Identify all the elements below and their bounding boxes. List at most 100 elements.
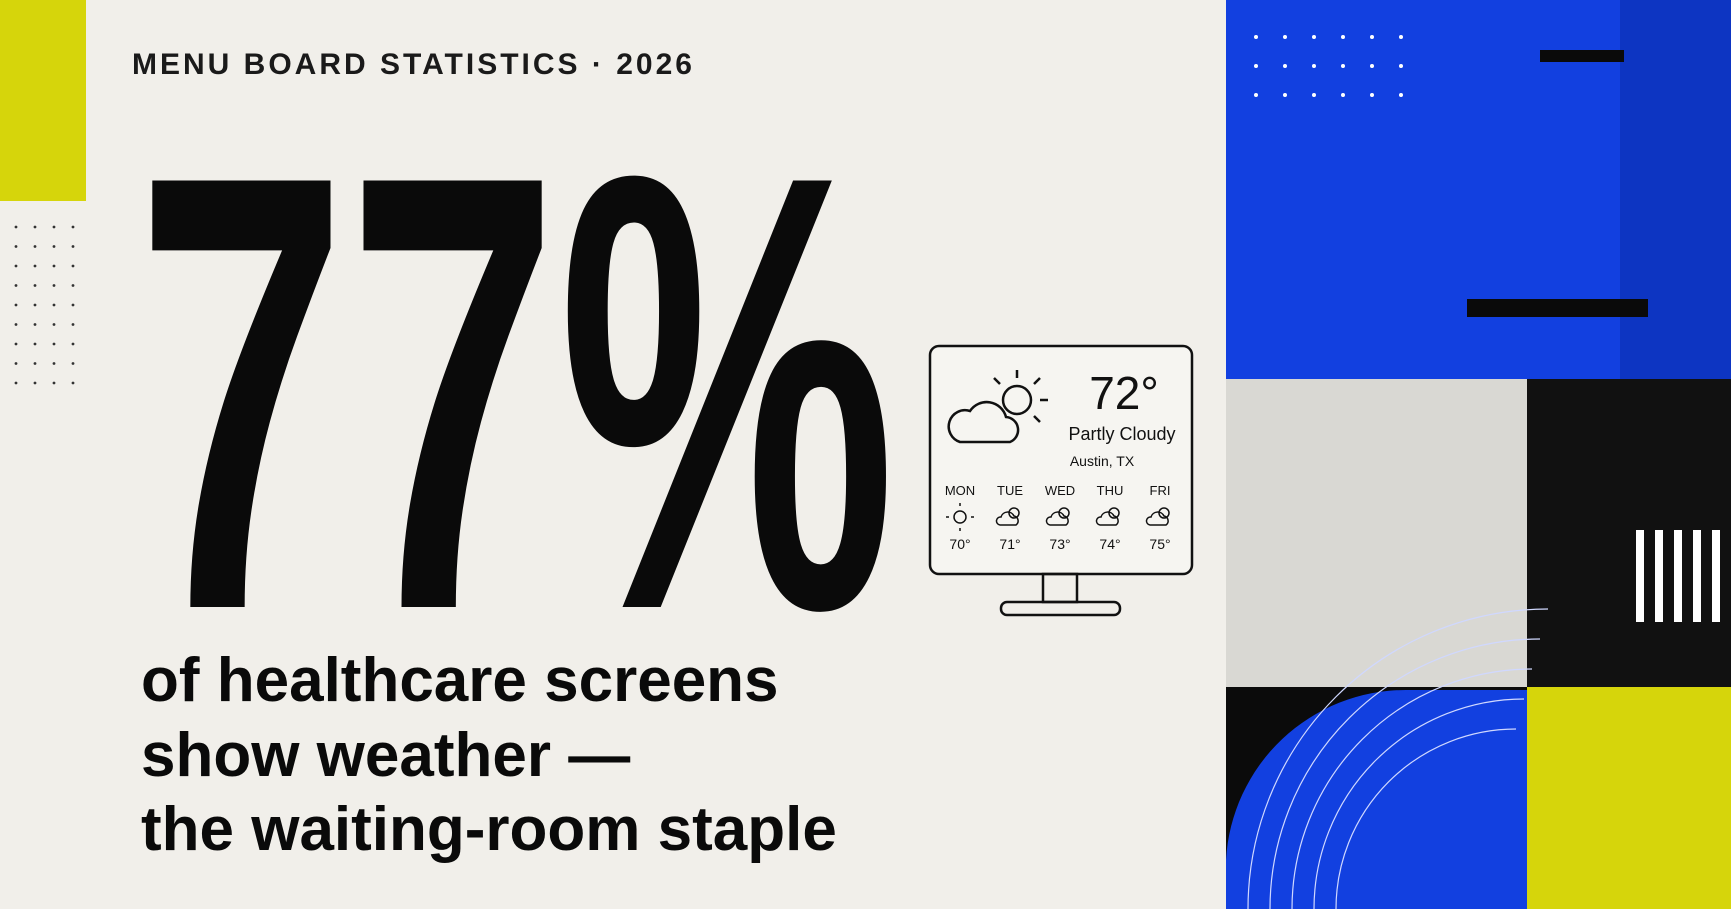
stripe: [1693, 530, 1701, 622]
dot: [1370, 64, 1374, 68]
forecast-day: MON: [945, 483, 975, 498]
caption-line: show weather —: [141, 721, 630, 790]
caption-line: the waiting-room staple: [141, 795, 837, 864]
current-temp: 72°: [1089, 367, 1159, 419]
dot: [1399, 93, 1403, 97]
panel-yellow: [1527, 687, 1731, 909]
cloud: [1045, 511, 1069, 526]
dot: [1254, 35, 1258, 39]
dot: [33, 284, 37, 287]
forecast-temp: 70°: [949, 536, 970, 552]
weather-monitor: [928, 344, 1194, 617]
forecast-temp: 71°: [999, 536, 1020, 552]
dot: [1283, 93, 1287, 97]
panel-concrete: [1226, 379, 1527, 687]
dot-grid: [1254, 35, 1403, 97]
sun: [1108, 507, 1120, 519]
dot: [1341, 93, 1345, 97]
dot: [1370, 35, 1374, 39]
dot: [1370, 93, 1374, 97]
dot: [33, 342, 37, 346]
forecast-icon: [995, 507, 1020, 526]
stat-value: 77%: [136, 47, 896, 739]
stripe: [1655, 530, 1663, 622]
dot: [71, 245, 75, 248]
dot: [14, 362, 18, 365]
forecast-day: WED: [1045, 483, 1075, 498]
dot: [33, 245, 37, 248]
dot: [14, 323, 18, 326]
dot: [33, 303, 37, 307]
forecast: MON 70° TUE 71° WED 73° THU 74° FRI 75°: [945, 483, 1171, 552]
rays: [946, 503, 974, 531]
forecast-day: TUE: [997, 483, 1023, 498]
dot: [52, 245, 56, 248]
forecast-icon: [946, 503, 974, 531]
dot: [33, 381, 37, 385]
forecast-temp: 73°: [1049, 536, 1070, 552]
dot: [52, 284, 56, 287]
stripes: [1636, 530, 1720, 622]
accent-block: [0, 0, 86, 201]
arc-line: [1313, 698, 1525, 909]
eyebrow: MENU BOARD STATISTICS · 2026: [132, 48, 695, 81]
dot: [71, 323, 75, 326]
dot: [52, 225, 56, 229]
dot: [71, 342, 75, 346]
forecast-temp: 74°: [1099, 536, 1120, 552]
dot-grid: [14, 225, 75, 385]
dot: [71, 264, 75, 268]
dot: [33, 323, 37, 326]
dot: [33, 362, 37, 365]
dot: [14, 303, 18, 307]
bar-accent: [1467, 299, 1648, 317]
forecast-day: FRI: [1150, 483, 1171, 498]
dot: [71, 284, 75, 287]
arc-line: [1291, 668, 1533, 909]
dot: [52, 264, 56, 268]
dot: [52, 342, 56, 346]
dot: [1312, 64, 1316, 68]
stripe: [1712, 530, 1720, 622]
cloud: [1145, 511, 1169, 526]
stripe: [1674, 530, 1682, 622]
forecast-day: THU: [1097, 483, 1124, 498]
dot: [33, 264, 37, 268]
arc-shape: [1226, 689, 1527, 909]
dot: [52, 362, 56, 365]
dot: [14, 381, 18, 385]
dot: [71, 303, 75, 307]
dot: [1254, 64, 1258, 68]
forecast-temp: 75°: [1149, 536, 1170, 552]
caption-line: of healthcare screens: [141, 646, 779, 715]
dot: [14, 284, 18, 287]
dot: [52, 323, 56, 326]
dot: [1399, 35, 1403, 39]
dot: [52, 303, 56, 307]
dot: [1283, 64, 1287, 68]
arc-line: [1335, 728, 1517, 909]
stripe: [1636, 530, 1644, 622]
forecast-icon: [1095, 507, 1120, 526]
bar-accent: [1540, 50, 1624, 62]
sun: [1158, 507, 1170, 519]
sun: [1008, 507, 1020, 519]
sun: [953, 510, 967, 524]
forecast-icon: [1145, 507, 1170, 526]
dot: [1312, 93, 1316, 97]
arc-line: [1269, 638, 1541, 909]
location: Austin, TX: [1070, 453, 1135, 469]
dot: [14, 342, 18, 346]
panel-blue-strip: [1620, 0, 1731, 379]
dot: [1254, 93, 1258, 97]
dot: [1283, 35, 1287, 39]
cloud: [1095, 511, 1119, 526]
dot: [14, 225, 18, 229]
cloud: [995, 511, 1019, 526]
dot: [1399, 64, 1403, 68]
condition: Partly Cloudy: [1068, 424, 1175, 444]
sun: [1058, 507, 1070, 519]
dot: [14, 245, 18, 248]
dot: [33, 225, 37, 229]
